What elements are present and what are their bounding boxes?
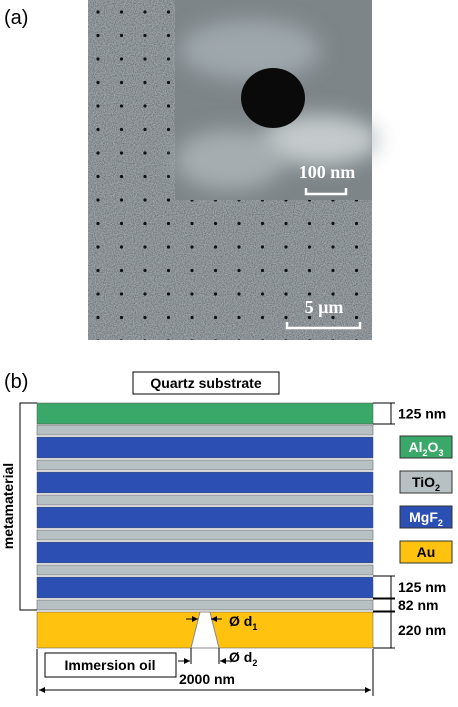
panel-label: (a) xyxy=(4,7,28,29)
layer xyxy=(36,424,374,436)
layer xyxy=(36,402,374,425)
scale-bar xyxy=(285,322,362,330)
hole-label: Ø d1 xyxy=(229,613,257,632)
layer xyxy=(36,471,374,494)
layer xyxy=(36,529,374,541)
dimension-label: 125 nm xyxy=(398,579,446,595)
legend-label: Al2O3 xyxy=(409,439,444,458)
hole-label: Ø d2 xyxy=(229,649,257,668)
text-part: O xyxy=(428,439,439,455)
dimension-label: 125 nm xyxy=(398,406,446,422)
scale-label: 5 µm xyxy=(305,297,344,317)
dimension-bracket xyxy=(373,402,395,425)
dimension-bracket xyxy=(373,598,395,612)
text-part: Ø d xyxy=(229,649,252,665)
text-part: MgF xyxy=(409,509,438,525)
legend-label: MgF2 xyxy=(409,509,443,528)
subscript: 2 xyxy=(435,483,440,493)
dimension-label: 220 nm xyxy=(398,622,446,638)
layer xyxy=(36,576,374,599)
subscript: 3 xyxy=(438,448,443,458)
dimension-label: 82 nm xyxy=(398,597,438,613)
panel-a: (a) 100 nm 5 µm xyxy=(4,0,380,340)
panel-label: (b) xyxy=(4,371,28,393)
subscript: 2 xyxy=(252,658,257,668)
subscript: 2 xyxy=(438,518,443,528)
legend-swatch xyxy=(399,505,453,529)
legend-label: TiO2 xyxy=(412,474,440,493)
legend-label: Au xyxy=(417,544,436,560)
dimension-bracket xyxy=(373,575,395,599)
substrate-label: Quartz substrate xyxy=(150,375,261,391)
subscript: 1 xyxy=(252,622,257,632)
legend-swatch xyxy=(399,435,453,459)
substrate-box xyxy=(132,371,280,395)
legend-swatch xyxy=(399,540,453,564)
inset-scale-label: 100 nm xyxy=(299,162,356,182)
text-part: TiO xyxy=(412,474,435,490)
text-part: Au xyxy=(417,544,436,560)
layer xyxy=(36,599,374,611)
layer xyxy=(36,459,374,471)
subscript: 2 xyxy=(423,448,428,458)
panel-b: (b) Quartz substrate metamaterial Immers… xyxy=(0,371,453,696)
layer xyxy=(36,506,374,529)
layer xyxy=(36,541,374,564)
layer xyxy=(36,494,374,506)
layer xyxy=(36,436,374,459)
legend-swatch xyxy=(399,470,453,494)
text-part: Al xyxy=(409,439,423,455)
width-label: 2000 nm xyxy=(179,671,235,687)
inset: 100 nm xyxy=(175,0,380,200)
medium-label: Immersion oil xyxy=(64,657,155,673)
side-label: metamaterial xyxy=(0,463,16,549)
dimension-bracket xyxy=(373,611,395,649)
layer xyxy=(36,564,374,576)
medium-box xyxy=(44,652,177,678)
text-part: Ø d xyxy=(229,613,252,629)
